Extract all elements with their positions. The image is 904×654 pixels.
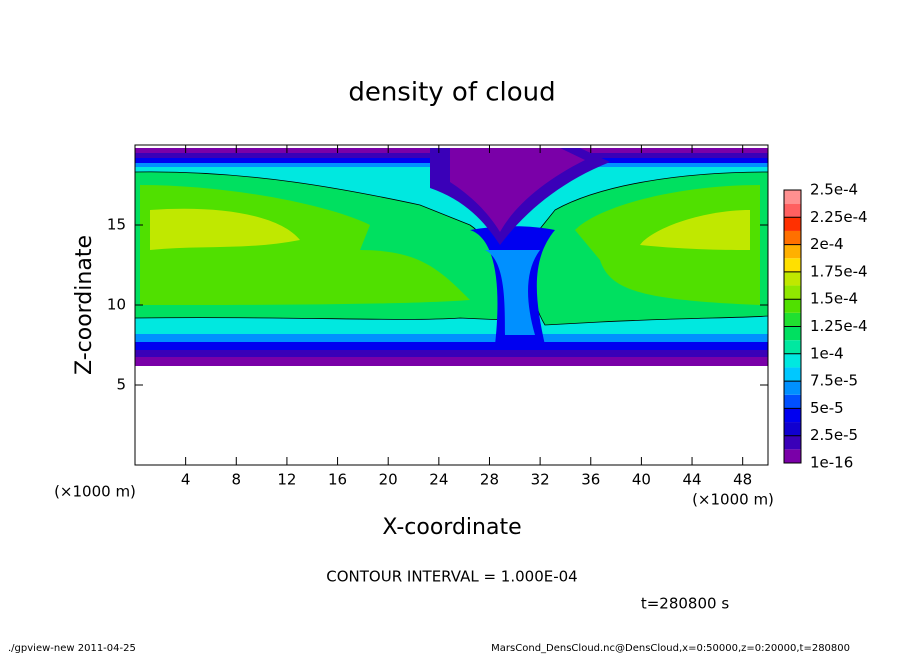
y-tick-label: 5 [116, 376, 126, 394]
y-axis-label: Z-coordinate [72, 235, 97, 375]
colorbar-box [784, 190, 801, 204]
x-tick-label: 16 [328, 471, 347, 489]
colorbar-box [784, 449, 801, 463]
colorbar-label: 5e-5 [810, 399, 844, 417]
contour-band [640, 210, 750, 250]
x-tick-label: 8 [232, 471, 242, 489]
colorbar-label: 2e-4 [810, 235, 844, 253]
colorbar-label: 1.75e-4 [810, 262, 868, 280]
colorbar-box [784, 408, 801, 423]
colorbar-box [784, 353, 801, 368]
x-tick-label: 28 [480, 471, 499, 489]
colorbar-box [784, 435, 801, 450]
colorbar-box [784, 203, 801, 218]
colorbar-box [784, 367, 801, 382]
contour-band [485, 250, 540, 335]
chart-title: density of cloud [348, 78, 555, 108]
contour-band [450, 148, 585, 232]
colorbar-label: 7.5e-5 [810, 372, 858, 390]
colorbar-label: 1e-4 [810, 344, 844, 362]
field [134, 148, 769, 366]
y-tick-label: 10 [107, 296, 126, 314]
y-tick-label: 15 [107, 216, 126, 234]
x-tick-label: 20 [379, 471, 398, 489]
x-tick-label: 36 [581, 471, 600, 489]
colorbar-box [784, 422, 801, 436]
contour-band [150, 208, 300, 250]
colorbar-box [784, 299, 801, 313]
contour-interval: CONTOUR INTERVAL = 1.000E-04 [326, 568, 577, 586]
time-label: t=280800 s [641, 595, 729, 613]
x-tick-label: 44 [682, 471, 701, 489]
x-axis-label: X-coordinate [382, 515, 521, 540]
colorbar-box [784, 312, 801, 327]
colorbar-box [784, 217, 801, 231]
x-unit-right: (×1000 m) [692, 491, 774, 509]
colorbar-box [784, 244, 801, 259]
colorbar-label: 1.5e-4 [810, 290, 858, 308]
colorbar-box [784, 381, 801, 395]
colorbar-box [784, 230, 801, 245]
colorbar-label: 1.25e-4 [810, 317, 868, 335]
colorbar-box [784, 271, 801, 286]
x-tick-label: 4 [181, 471, 191, 489]
colorbar-label: 2.5e-5 [810, 426, 858, 444]
x-tick-label: 12 [277, 471, 296, 489]
x-tick-label: 40 [632, 471, 651, 489]
x-unit-left: (×1000 m) [54, 483, 136, 501]
x-tick-label: 32 [531, 471, 550, 489]
colorbar-box [784, 326, 801, 341]
colorbar-label: 2.25e-4 [810, 208, 868, 226]
colorbar-label: 2.5e-4 [810, 181, 858, 199]
footer-right: MarsCond_DensCloud.nc@DensCloud,x=0:5000… [491, 643, 850, 654]
colorbar-label: 1e-16 [810, 454, 853, 472]
footer-left: ./gpview-new 2011-04-25 [8, 643, 136, 654]
x-tick-label: 24 [429, 471, 448, 489]
colorbar-box [784, 258, 801, 272]
colorbar-box [784, 394, 801, 409]
colorbar-box [784, 285, 801, 300]
x-tick-label: 48 [733, 471, 752, 489]
colorbar-box [784, 340, 801, 354]
